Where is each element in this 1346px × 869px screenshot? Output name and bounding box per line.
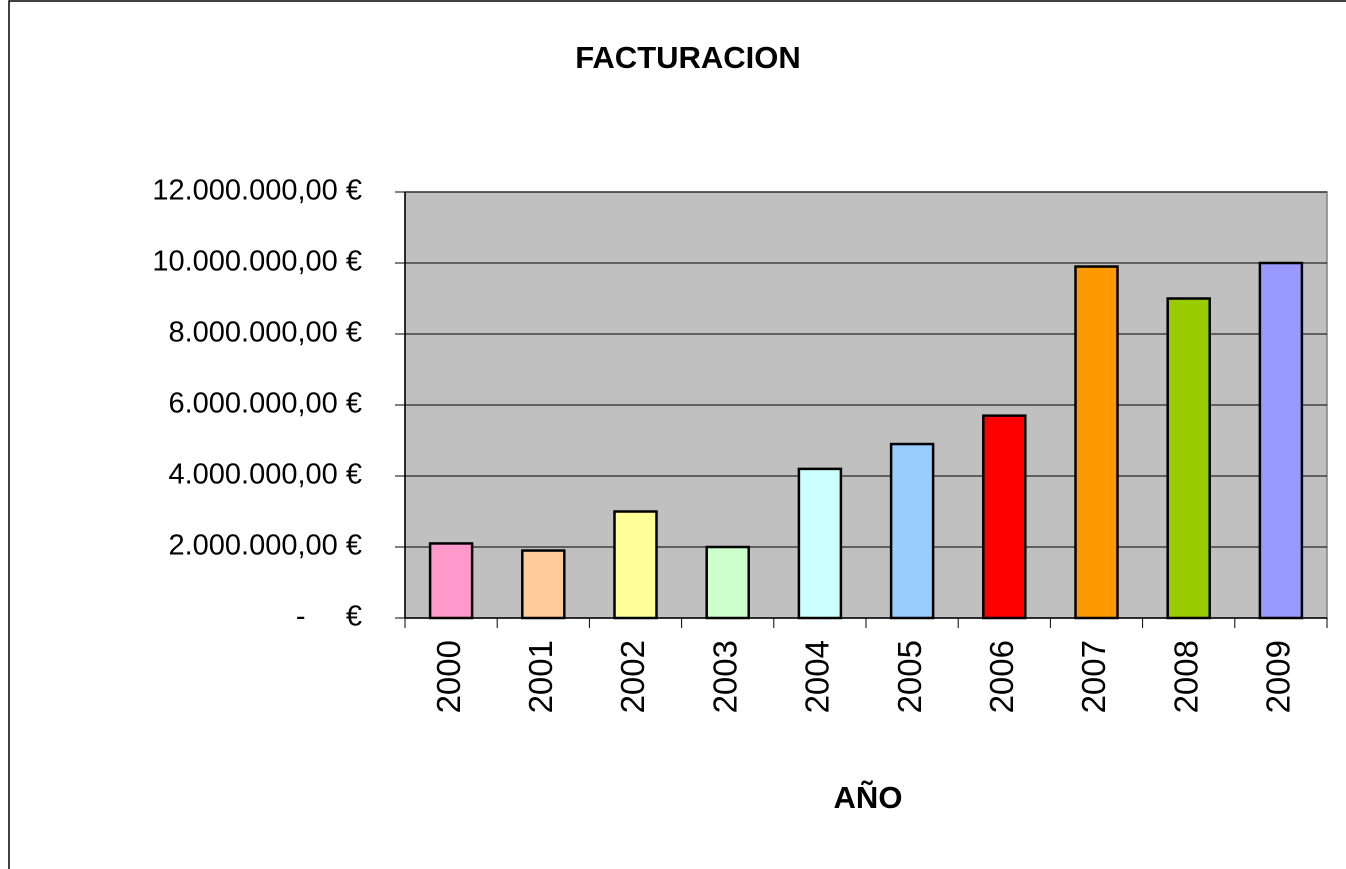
y-tick-label: 6.000.000,00 € <box>168 388 362 420</box>
y-tick-label: 4.000.000,00 € <box>168 459 362 491</box>
x-tick-label: 2003 <box>706 640 743 713</box>
bar <box>428 542 474 620</box>
bar <box>1074 265 1119 620</box>
bar <box>705 545 750 620</box>
x-tick-label: 2008 <box>1167 640 1204 713</box>
x-tick-label: 2002 <box>614 640 651 713</box>
y-tick-label: 12.000.000,00 € <box>152 175 362 207</box>
x-tick-label: 2006 <box>983 640 1020 713</box>
bar <box>613 510 658 620</box>
x-tick-label: 2000 <box>430 640 467 713</box>
bar <box>1166 297 1211 620</box>
y-tick-label: 2.000.000,00 € <box>168 530 362 562</box>
bar <box>889 442 935 620</box>
bar <box>1258 261 1304 620</box>
x-tick-label: 2009 <box>1260 640 1297 713</box>
bar <box>521 549 566 620</box>
bar <box>797 467 843 620</box>
x-tick-label: 2007 <box>1075 640 1112 713</box>
x-tick-label: 2005 <box>891 640 928 713</box>
chart-title: FACTURACION <box>575 40 801 75</box>
y-tick-label: - € <box>296 601 362 633</box>
bar <box>982 414 1027 620</box>
x-tick-label: 2001 <box>522 640 559 713</box>
y-tick-label: 10.000.000,00 € <box>152 246 362 278</box>
x-axis-title: AÑO <box>834 780 903 815</box>
x-tick-label: 2004 <box>799 640 836 713</box>
y-tick-label: 8.000.000,00 € <box>168 317 362 349</box>
